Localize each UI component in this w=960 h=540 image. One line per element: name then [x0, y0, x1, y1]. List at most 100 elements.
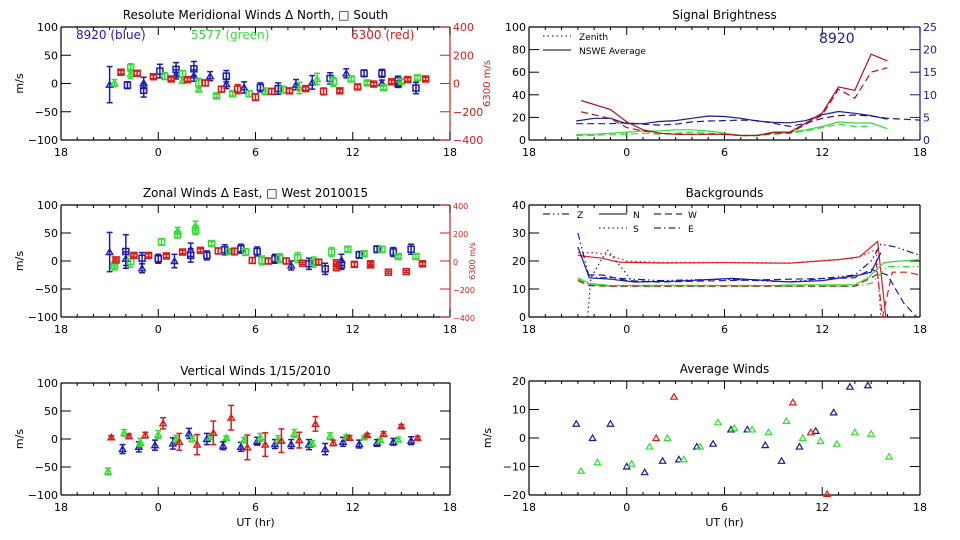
- y-tick-label: 100: [37, 21, 58, 34]
- y-tick-label: 40: [512, 89, 526, 102]
- error-bar: [354, 83, 361, 90]
- x-tick-label: 6: [721, 501, 728, 514]
- data-point-square: [387, 78, 396, 86]
- data-point-square: [314, 258, 323, 266]
- error-bar: [130, 252, 137, 258]
- data-point-square: [133, 69, 141, 78]
- data-point-triangle: [105, 247, 115, 256]
- data-point-square: [203, 251, 211, 260]
- data-point-triangle: [726, 425, 736, 433]
- y2-label: 6300 m/s: [482, 60, 493, 107]
- data-point-square: [412, 84, 420, 92]
- x-tick-label: 12: [346, 146, 360, 159]
- error-bar: [210, 420, 217, 446]
- data-point-square: [207, 239, 216, 248]
- x-tick-label: 12: [815, 501, 829, 514]
- y2-tick-label: 0: [923, 134, 930, 147]
- series-5577: [576, 416, 894, 474]
- data-point-square: [332, 263, 341, 272]
- data-point-triangle: [260, 440, 270, 448]
- y-tick-label: 30: [512, 227, 526, 240]
- y-label: m/s: [481, 428, 494, 448]
- data-point-square: [196, 246, 205, 255]
- series-line-8920-n: [577, 246, 882, 283]
- error-bar: [244, 434, 251, 461]
- data-point-square: [162, 252, 171, 260]
- annotation-blue: 8920 (blue): [76, 28, 146, 42]
- data-point-square: [282, 257, 291, 265]
- x-tick-label: 18: [522, 323, 536, 336]
- data-point-triangle: [171, 434, 181, 443]
- y2-tick-label: 0: [453, 78, 460, 91]
- y2-tick-label: 5: [923, 111, 930, 124]
- data-point-triangle: [640, 468, 649, 476]
- x-tick-label: 6: [252, 146, 259, 159]
- data-point-triangle: [669, 392, 679, 400]
- y-tick-label: −100: [28, 134, 58, 147]
- data-point-triangle: [366, 261, 375, 269]
- data-point-square: [201, 79, 210, 87]
- data-point-triangle: [884, 452, 894, 460]
- error-bar: [117, 69, 124, 75]
- y2-tick-label: 200: [453, 49, 474, 62]
- error-bar: [176, 432, 183, 451]
- data-point-triangle: [168, 439, 178, 447]
- x-tick-label: 12: [346, 501, 360, 514]
- series-line-8920-s: [587, 248, 633, 318]
- chart-title: Backgrounds: [686, 186, 764, 200]
- data-point-square: [217, 85, 226, 93]
- series-5577: [110, 62, 422, 100]
- error-bar: [422, 76, 429, 82]
- data-point-square: [123, 81, 132, 89]
- data-point-triangle: [294, 83, 304, 92]
- y-tick-label: −10: [503, 461, 526, 474]
- y-tick-label: −100: [28, 311, 58, 324]
- data-point-triangle: [760, 440, 770, 449]
- data-point-triangle: [205, 432, 215, 441]
- chart-title: Zonal Winds Δ East, □ West 2010015: [143, 186, 368, 200]
- data-point-square: [389, 248, 398, 256]
- series-line-8920-z: [577, 232, 921, 283]
- x-tick-label: 0: [623, 323, 630, 336]
- data-point-triangle: [286, 261, 296, 269]
- data-point-square: [319, 87, 328, 96]
- error-bar: [168, 76, 175, 82]
- error-bar: [351, 261, 358, 268]
- chart-title: Average Winds: [680, 362, 770, 376]
- data-point-triangle: [191, 221, 200, 229]
- data-point-triangle: [764, 428, 773, 436]
- y-tick-label: 50: [44, 227, 58, 240]
- data-point-triangle: [174, 437, 184, 445]
- error-bar: [312, 415, 319, 432]
- data-point-square: [144, 251, 153, 260]
- data-point-triangle: [312, 74, 322, 83]
- data-point-triangle: [811, 426, 820, 434]
- x-tick-label: 0: [623, 501, 630, 514]
- error-bar: [395, 254, 402, 259]
- error-bar: [309, 74, 316, 90]
- error-bar: [278, 428, 285, 454]
- legend-label: NSWE Average: [579, 47, 646, 57]
- annotation-green: 5577 (green): [191, 28, 269, 42]
- y2-tick-label: 25: [923, 21, 937, 34]
- data-point-square: [253, 247, 261, 256]
- error-bar: [398, 78, 405, 84]
- data-point-triangle: [345, 433, 354, 442]
- data-point-triangle: [153, 430, 163, 438]
- y-tick-label: 20: [512, 111, 526, 124]
- y2-tick-label: 400: [453, 21, 474, 34]
- error-bar: [163, 253, 170, 259]
- y-label: m/s: [13, 73, 26, 93]
- error-bar: [333, 260, 340, 265]
- data-point-square: [344, 245, 352, 253]
- y2-tick-label: 10: [923, 89, 937, 102]
- data-point-triangle: [325, 431, 335, 440]
- y-tick-label: 10: [512, 404, 526, 417]
- y2-label: 6300 m/s: [468, 242, 477, 280]
- x-label: UT (hr): [705, 516, 743, 529]
- x-tick-label: 6: [721, 323, 728, 336]
- data-point-square: [154, 255, 162, 263]
- series-8920: [105, 231, 415, 276]
- data-point-triangle: [679, 455, 689, 463]
